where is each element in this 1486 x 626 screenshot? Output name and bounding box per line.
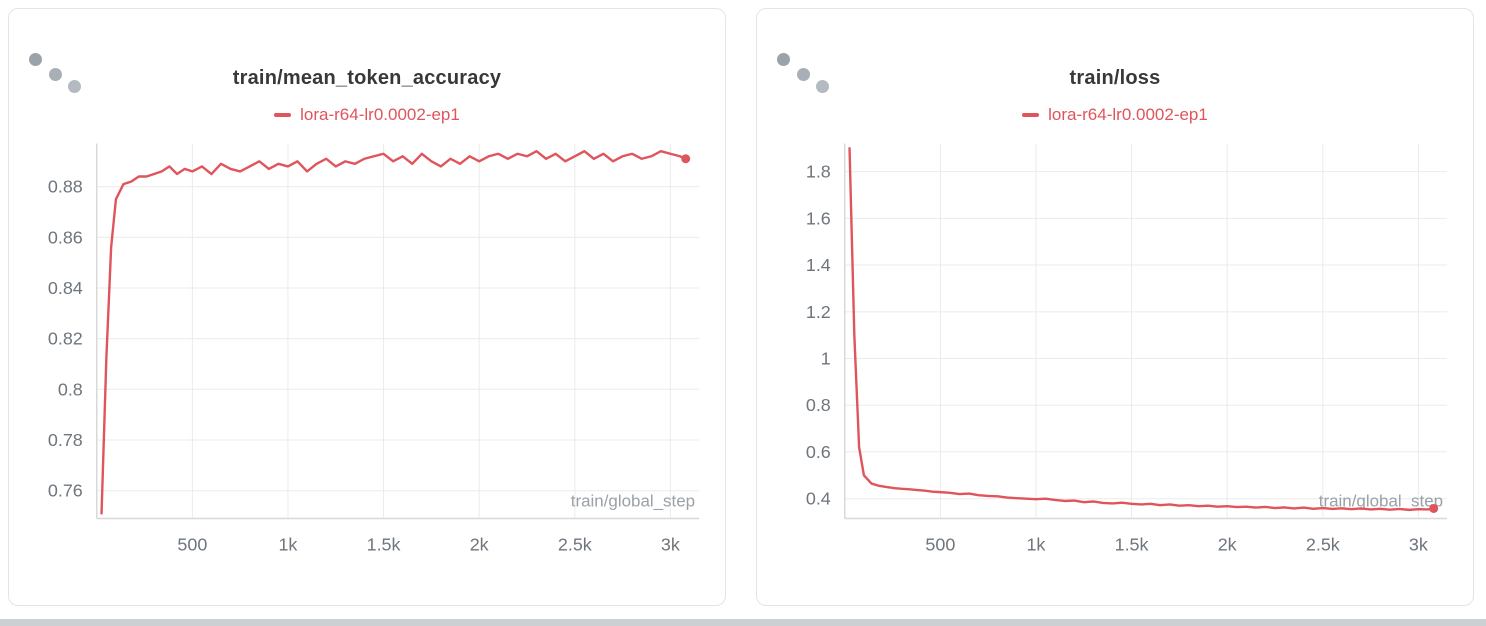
svg-text:0.82: 0.82 [48, 329, 83, 349]
svg-text:train/global_step: train/global_step [1319, 492, 1443, 511]
legend-run-label: lora-r64-lr0.0002-ep1 [300, 105, 460, 124]
svg-text:2k: 2k [1218, 534, 1237, 554]
chart-card-loss: train/loss lora-r64-lr0.0002-ep1 0.4 0.6 0… [756, 8, 1474, 606]
svg-text:2.5k: 2.5k [1306, 534, 1340, 554]
svg-text:1.8: 1.8 [806, 162, 831, 182]
svg-text:1: 1 [821, 348, 831, 368]
svg-text:3k: 3k [661, 534, 680, 554]
svg-text:1.2: 1.2 [806, 302, 831, 322]
svg-text:0.78: 0.78 [48, 430, 83, 450]
svg-text:0.8: 0.8 [58, 379, 83, 399]
svg-text:1.6: 1.6 [806, 208, 831, 228]
svg-text:2k: 2k [470, 534, 489, 554]
chart-plot-area[interactable]: 0.76 0.78 0.8 0.82 0.84 0.86 0.88 500 1k 1.5k 2k 2.… [9, 127, 725, 587]
svg-text:1.4: 1.4 [806, 255, 831, 275]
svg-text:0.8: 0.8 [806, 395, 831, 415]
dot-icon [29, 53, 42, 66]
drag-handle-dots-icon [9, 9, 99, 109]
svg-text:1k: 1k [278, 534, 297, 554]
chart-title: train/mean_token_accuracy [232, 67, 502, 89]
svg-text:1.5k: 1.5k [367, 534, 401, 554]
chart-plot-area[interactable]: 0.4 0.6 0.8 1 1.2 1.4 1.6 1.8 500 1k 1.5k 2k 2.5k 3k t… [757, 127, 1473, 587]
svg-text:1k: 1k [1026, 534, 1045, 554]
svg-text:0.6: 0.6 [806, 442, 831, 462]
legend-item[interactable]: lora-r64-lr0.0002-ep1 [9, 105, 725, 125]
chart-card-accuracy: train/mean_token_accuracy lora-r64-lr0.0… [8, 8, 726, 606]
svg-text:2.5k: 2.5k [558, 534, 592, 554]
bottom-divider [0, 619, 1486, 626]
svg-text:500: 500 [925, 534, 955, 554]
svg-text:train/global_step: train/global_step [571, 492, 695, 511]
svg-text:0.4: 0.4 [806, 489, 831, 509]
chart-title: train/loss [1069, 67, 1161, 89]
drag-handle-dots-icon [757, 9, 847, 109]
legend-item[interactable]: lora-r64-lr0.0002-ep1 [757, 105, 1473, 125]
svg-text:0.86: 0.86 [48, 227, 83, 247]
dot-icon [777, 53, 790, 66]
svg-text:500: 500 [177, 534, 207, 554]
svg-text:0.84: 0.84 [48, 278, 83, 298]
legend-run-label: lora-r64-lr0.0002-ep1 [1048, 105, 1208, 124]
svg-text:0.76: 0.76 [48, 481, 83, 501]
legend-marker-icon [1022, 113, 1040, 117]
svg-text:3k: 3k [1409, 534, 1428, 554]
svg-text:1.5k: 1.5k [1115, 534, 1149, 554]
svg-text:0.88: 0.88 [48, 177, 83, 197]
legend-marker-icon [274, 113, 292, 117]
